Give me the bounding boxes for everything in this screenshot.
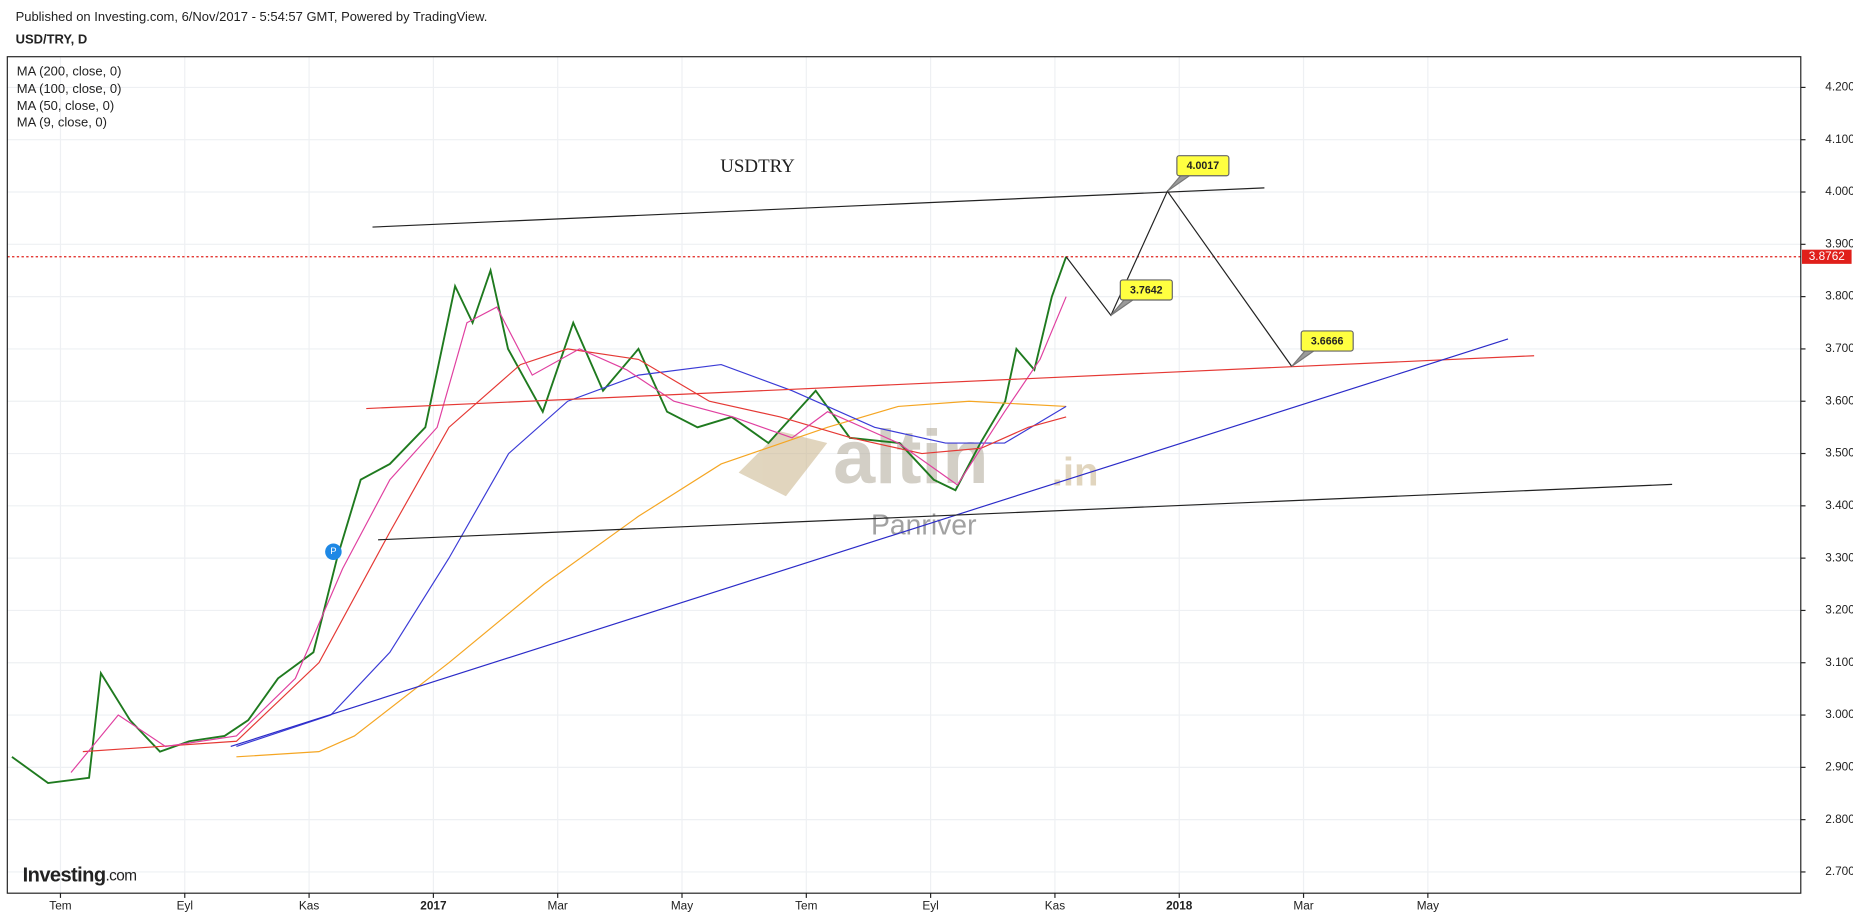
callout-box xyxy=(1176,155,1230,177)
y-tick-label: 3.9000 xyxy=(1825,236,1853,250)
x-tick-label: Eyl xyxy=(177,898,193,912)
watermark-icon xyxy=(738,431,828,497)
callout-box xyxy=(1119,279,1173,301)
trend-line xyxy=(372,187,1265,228)
ma-line xyxy=(70,296,1067,773)
x-tick-label: Mar xyxy=(548,898,568,912)
y-tick-label: 2.7000 xyxy=(1825,864,1853,878)
plot-frame xyxy=(6,56,1802,894)
y-tick-label: 4.2000 xyxy=(1825,80,1853,94)
marker-badge xyxy=(325,543,342,561)
chart-title: USDTRY xyxy=(720,156,795,177)
trend-line xyxy=(230,338,1509,748)
last-price-box xyxy=(1801,249,1852,264)
ma-line xyxy=(236,400,1067,758)
x-tick-label: Tem xyxy=(49,898,71,912)
logo-suffix: .com xyxy=(106,868,137,885)
y-tick-label: 3.8000 xyxy=(1825,289,1853,303)
y-tick-label: 3.6000 xyxy=(1825,393,1853,407)
indicator: MA (50, close, 0) xyxy=(17,98,114,113)
y-tick-label: 3.1000 xyxy=(1825,655,1853,669)
x-tick-label: Kas xyxy=(1045,898,1065,912)
y-tick-label: 4.0000 xyxy=(1825,184,1853,198)
callout-label: 3.6666 xyxy=(1311,335,1344,347)
callout-box xyxy=(1300,330,1354,352)
symbol: USD/TRY, D xyxy=(16,32,88,47)
x-tick-label: 2018 xyxy=(1166,898,1193,912)
ma-line xyxy=(236,363,1067,748)
watermark-brand: altin xyxy=(833,416,988,500)
logo-main: Investing xyxy=(23,865,106,887)
y-tick-label: 3.5000 xyxy=(1825,446,1853,460)
y-tick-label: 3.4000 xyxy=(1825,498,1853,512)
x-tick-label: May xyxy=(1417,898,1439,912)
plot: 3.7642 4.0017 3.6666 xyxy=(7,155,1801,785)
x-tick-label: Mar xyxy=(1293,898,1313,912)
published-note: Published on Investing.com, 6/Nov/2017 -… xyxy=(16,9,488,24)
x-tick-label: Eyl xyxy=(922,898,938,912)
y-tick-label: 4.1000 xyxy=(1825,132,1853,146)
indicator: MA (100, close, 0) xyxy=(17,81,122,96)
projection-path xyxy=(1065,189,1293,367)
last-price-label: 3.8762 xyxy=(1809,249,1845,263)
logo-brand: Investing.com xyxy=(23,865,137,887)
y-tick-label: 3.0000 xyxy=(1825,707,1853,721)
trend-line xyxy=(366,355,1535,410)
y-tick-label: 2.8000 xyxy=(1825,812,1853,826)
ma-line xyxy=(82,348,1067,753)
x-tick-label: 2017 xyxy=(420,898,447,912)
y-tick-label: 3.2000 xyxy=(1825,603,1853,617)
y-tick-label: 3.3000 xyxy=(1825,550,1853,564)
x-tick-label: Tem xyxy=(795,898,817,912)
callout-label: 4.0017 xyxy=(1187,160,1220,172)
marker-label: P xyxy=(330,546,336,557)
indicator: MA (200, close, 0) xyxy=(17,64,122,79)
indicator: MA (9, close, 0) xyxy=(17,114,107,129)
x-tick-label: Kas xyxy=(299,898,319,912)
callout-label: 3.7642 xyxy=(1130,284,1163,296)
y-tick-label: 2.9000 xyxy=(1825,759,1853,773)
grid xyxy=(7,56,1801,894)
trend-line xyxy=(378,483,1673,541)
x-tick-label: May xyxy=(671,898,693,912)
y-tick-label: 3.7000 xyxy=(1825,341,1853,355)
price-line xyxy=(11,256,1068,785)
